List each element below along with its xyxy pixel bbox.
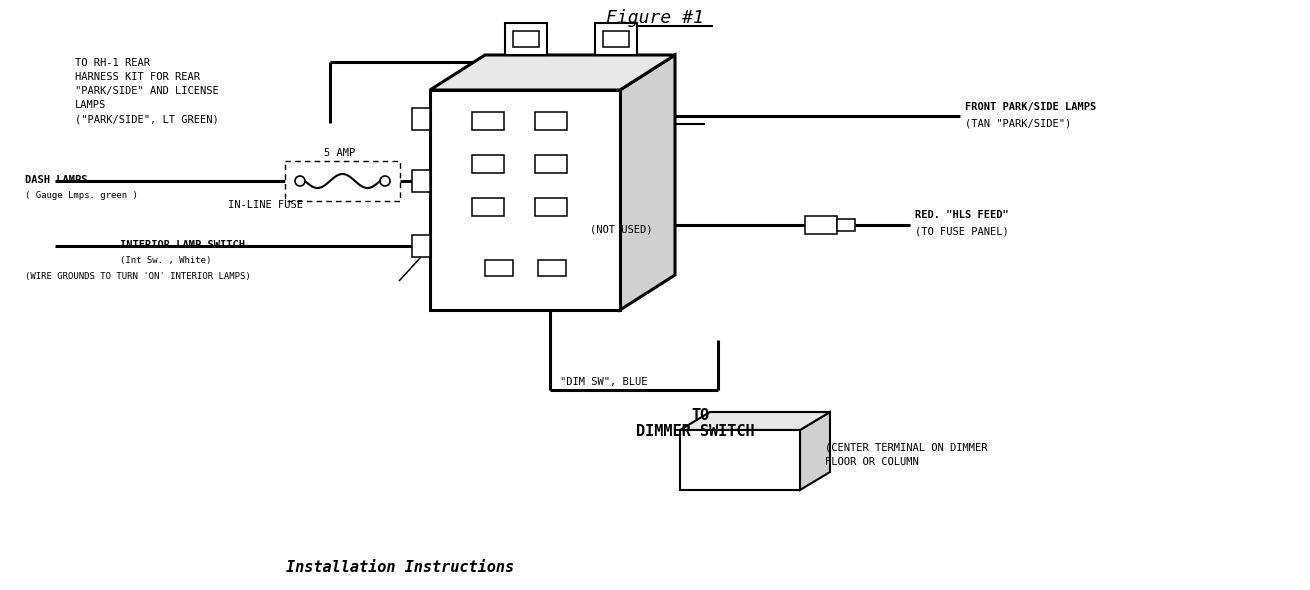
Bar — [603, 31, 629, 47]
Text: (WIRE GROUNDS TO TURN 'ON' INTERIOR LAMPS): (WIRE GROUNDS TO TURN 'ON' INTERIOR LAMP… — [25, 271, 250, 280]
Text: HARNESS KIT FOR REAR: HARNESS KIT FOR REAR — [75, 72, 200, 82]
Bar — [485, 260, 514, 276]
Bar — [837, 219, 855, 231]
Text: "PARK/SIDE" AND LICENSE: "PARK/SIDE" AND LICENSE — [75, 86, 219, 96]
Circle shape — [295, 176, 305, 186]
Bar — [595, 23, 637, 55]
Text: TO RH-1 REAR: TO RH-1 REAR — [75, 58, 151, 68]
Bar — [472, 198, 504, 216]
Bar — [514, 31, 538, 47]
Text: FRONT PARK/SIDE LAMPS: FRONT PARK/SIDE LAMPS — [965, 102, 1096, 112]
Text: Installation Instructions: Installation Instructions — [286, 560, 514, 575]
Text: (CENTER TERMINAL ON DIMMER: (CENTER TERMINAL ON DIMMER — [825, 443, 988, 453]
Bar — [534, 112, 567, 130]
Bar — [472, 112, 504, 130]
Text: RED. "HLS FEED": RED. "HLS FEED" — [914, 210, 1009, 220]
Text: (TAN "PARK/SIDE"): (TAN "PARK/SIDE") — [965, 118, 1072, 128]
Bar — [413, 235, 430, 257]
Polygon shape — [620, 55, 675, 310]
Bar — [413, 170, 430, 192]
Text: (NOT USED): (NOT USED) — [590, 225, 652, 235]
Text: (TO FUSE PANEL): (TO FUSE PANEL) — [914, 226, 1009, 236]
Text: "DIM SW", BLUE: "DIM SW", BLUE — [559, 377, 647, 387]
Text: IN-LINE FUSE: IN-LINE FUSE — [228, 200, 303, 210]
Text: 5 AMP: 5 AMP — [325, 148, 355, 158]
Bar — [534, 155, 567, 173]
Polygon shape — [430, 55, 675, 90]
Text: INTERIOR LAMP SWITCH: INTERIOR LAMP SWITCH — [121, 240, 245, 250]
Text: LAMPS: LAMPS — [75, 100, 106, 110]
Text: DIMMER SWITCH: DIMMER SWITCH — [635, 424, 755, 440]
Polygon shape — [800, 412, 831, 490]
Bar — [472, 155, 504, 173]
Bar — [430, 90, 620, 310]
Text: (Int Sw. , White): (Int Sw. , White) — [121, 255, 211, 264]
Bar — [680, 430, 800, 490]
Bar — [538, 260, 566, 276]
Text: DASH LAMPS: DASH LAMPS — [25, 175, 88, 185]
Text: Figure #1: Figure #1 — [607, 9, 703, 27]
Polygon shape — [680, 412, 831, 430]
Bar — [504, 23, 548, 55]
Text: ( Gauge Lmps. green ): ( Gauge Lmps. green ) — [25, 191, 138, 199]
Bar — [534, 198, 567, 216]
Bar — [806, 216, 837, 234]
Bar — [413, 108, 430, 130]
Text: FLOOR OR COLUMN: FLOOR OR COLUMN — [825, 457, 918, 467]
Text: ("PARK/SIDE", LT GREEN): ("PARK/SIDE", LT GREEN) — [75, 114, 219, 124]
Text: TO: TO — [690, 408, 709, 422]
Circle shape — [380, 176, 390, 186]
Bar — [286, 161, 400, 201]
